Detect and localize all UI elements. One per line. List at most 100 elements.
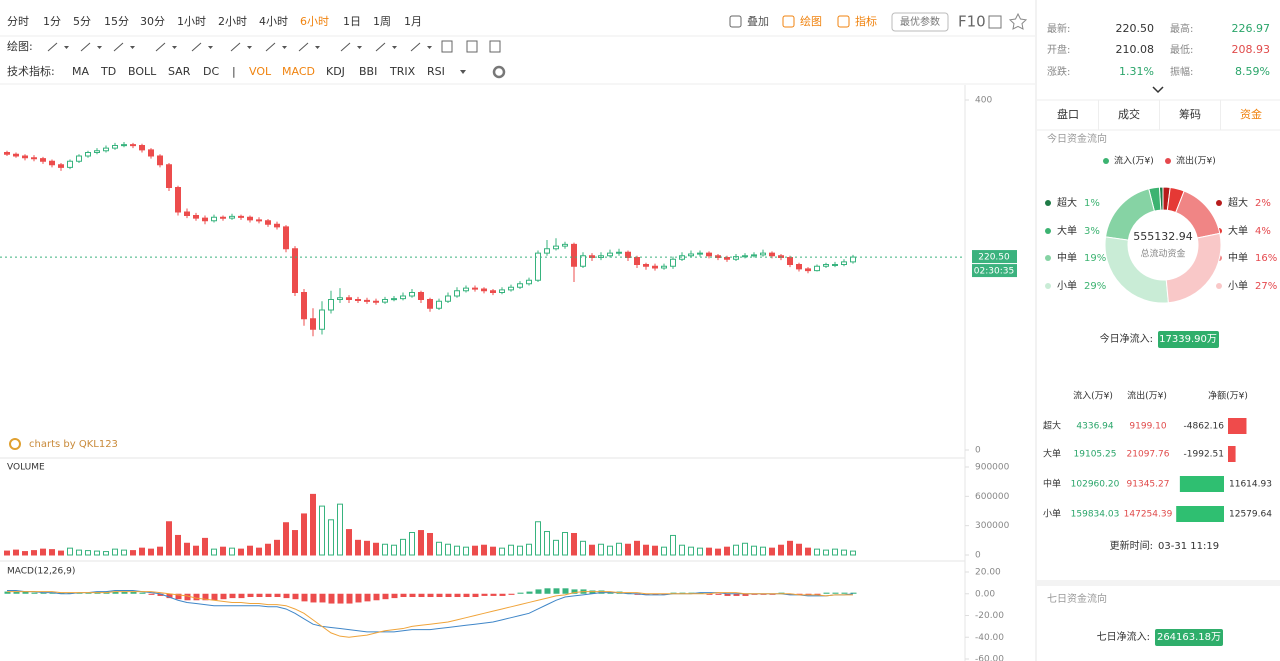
draw-tool[interactable] bbox=[191, 42, 202, 52]
draw-tool-dropdown[interactable] bbox=[427, 46, 432, 49]
volume-bar bbox=[796, 543, 802, 556]
volume-bar bbox=[328, 519, 334, 556]
draw-tool[interactable] bbox=[340, 42, 351, 52]
draw-tool-dropdown[interactable] bbox=[247, 46, 252, 49]
draw-tool-dropdown[interactable] bbox=[392, 46, 397, 49]
draw-tool[interactable] bbox=[47, 42, 58, 52]
tool-icon[interactable] bbox=[466, 40, 478, 53]
volume-bar bbox=[364, 540, 370, 556]
tool-icon[interactable] bbox=[441, 40, 453, 53]
draw-tool[interactable] bbox=[113, 42, 124, 52]
candle-body bbox=[427, 299, 433, 309]
draw-tool-dropdown[interactable] bbox=[64, 46, 69, 49]
draw-tool-dropdown[interactable] bbox=[97, 46, 102, 49]
action-icon[interactable] bbox=[729, 15, 742, 28]
candle-body bbox=[643, 264, 649, 267]
period[interactable]: 30分 bbox=[140, 15, 165, 28]
dropdown-icon[interactable] bbox=[460, 70, 466, 74]
candle-body bbox=[841, 261, 847, 265]
macd-bar bbox=[193, 593, 200, 601]
period[interactable]: 1小时 bbox=[177, 15, 206, 28]
action[interactable]: 叠加 bbox=[747, 15, 769, 28]
f10[interactable]: F10 bbox=[958, 13, 986, 31]
period[interactable]: 1分 bbox=[43, 15, 61, 28]
period[interactable]: 2小时 bbox=[218, 15, 247, 28]
period[interactable]: 1日 bbox=[343, 15, 361, 28]
draw-tool[interactable] bbox=[375, 42, 386, 52]
net-value: -1992.51 bbox=[1184, 450, 1224, 460]
period[interactable]: 分时 bbox=[7, 15, 29, 28]
best-params-button[interactable] bbox=[891, 12, 949, 32]
macd-bar bbox=[508, 593, 515, 595]
period[interactable]: 15分 bbox=[104, 15, 129, 28]
star-icon[interactable] bbox=[1008, 12, 1028, 30]
candle-body bbox=[571, 243, 577, 267]
indicator[interactable]: SAR bbox=[168, 65, 191, 78]
tab[interactable]: 筹码 bbox=[1179, 107, 1201, 121]
draw-tool-dropdown[interactable] bbox=[315, 46, 320, 49]
draw-tool[interactable] bbox=[410, 42, 421, 52]
macd-bar bbox=[4, 591, 11, 594]
period[interactable]: 4小时 bbox=[259, 15, 288, 28]
donut-category: 小单 bbox=[1057, 280, 1077, 292]
volume-bar bbox=[391, 544, 397, 556]
expand-icon[interactable] bbox=[1152, 86, 1164, 94]
tab[interactable]: 盘口 bbox=[1057, 107, 1079, 121]
inflow: 4336.94 bbox=[1076, 422, 1113, 432]
indicator[interactable]: VOL bbox=[249, 65, 272, 78]
gear-icon[interactable] bbox=[492, 65, 506, 79]
indicator[interactable]: KDJ bbox=[326, 65, 345, 78]
macd-bar bbox=[121, 591, 128, 594]
fund-title: 今日资金流向 bbox=[1047, 132, 1107, 145]
indicator[interactable]: TD bbox=[100, 65, 116, 78]
draw-tool[interactable] bbox=[80, 42, 91, 52]
draw-tool[interactable] bbox=[298, 42, 309, 52]
volume-bar bbox=[625, 543, 631, 556]
action[interactable]: 绘图 bbox=[800, 14, 822, 28]
candle-body bbox=[769, 252, 775, 257]
indicator[interactable]: RSI bbox=[427, 65, 445, 78]
period[interactable]: 1周 bbox=[373, 15, 391, 28]
period[interactable]: 1月 bbox=[404, 15, 422, 28]
draw-tool-dropdown[interactable] bbox=[172, 46, 177, 49]
indicator[interactable]: MACD bbox=[282, 65, 315, 78]
macd-bar bbox=[337, 593, 344, 604]
candle-body bbox=[697, 252, 703, 255]
draw-tool[interactable] bbox=[230, 42, 241, 52]
donut-center-label: 总流动资金 bbox=[1140, 248, 1185, 260]
fullscreen-icon[interactable] bbox=[988, 15, 1002, 29]
indicator[interactable]: DC bbox=[203, 65, 219, 78]
action-icon[interactable] bbox=[782, 15, 795, 28]
macd-bar bbox=[166, 593, 173, 599]
tab[interactable]: 资金 bbox=[1240, 107, 1262, 121]
macd-bar bbox=[400, 593, 407, 598]
tab[interactable]: 成交 bbox=[1118, 107, 1140, 121]
indicator[interactable]: BBI bbox=[359, 65, 377, 78]
period[interactable]: 5分 bbox=[73, 15, 91, 28]
candle-body bbox=[256, 219, 262, 222]
draw-tool-dropdown[interactable] bbox=[130, 46, 135, 49]
best-params[interactable]: 最优参数 bbox=[900, 15, 940, 28]
draw-tool-dropdown[interactable] bbox=[208, 46, 213, 49]
net-bar bbox=[1176, 506, 1224, 522]
y-tick-label: 600000 bbox=[975, 492, 1010, 502]
indicator[interactable]: TRIX bbox=[389, 65, 416, 78]
draw-tool[interactable] bbox=[155, 42, 166, 52]
period[interactable]: 6小时 bbox=[300, 15, 329, 28]
indicator[interactable]: MA bbox=[72, 65, 89, 78]
candle-body bbox=[31, 157, 37, 160]
donut-category: 大单 bbox=[1228, 224, 1248, 237]
draw-tool-dropdown[interactable] bbox=[357, 46, 362, 49]
draw-tool-dropdown[interactable] bbox=[282, 46, 287, 49]
table-header: 流入(万¥) bbox=[1073, 390, 1113, 402]
volume-bar bbox=[256, 547, 262, 556]
macd-bar bbox=[130, 591, 137, 594]
candle-body bbox=[670, 258, 676, 267]
tool-icon[interactable] bbox=[489, 40, 501, 53]
indicator[interactable]: BOLL bbox=[128, 65, 157, 78]
action[interactable]: 指标 bbox=[855, 14, 877, 28]
macd-bar bbox=[823, 592, 830, 594]
draw-tool[interactable] bbox=[265, 42, 276, 52]
table-header: 流出(万¥) bbox=[1127, 390, 1167, 402]
action-icon[interactable] bbox=[837, 15, 850, 28]
